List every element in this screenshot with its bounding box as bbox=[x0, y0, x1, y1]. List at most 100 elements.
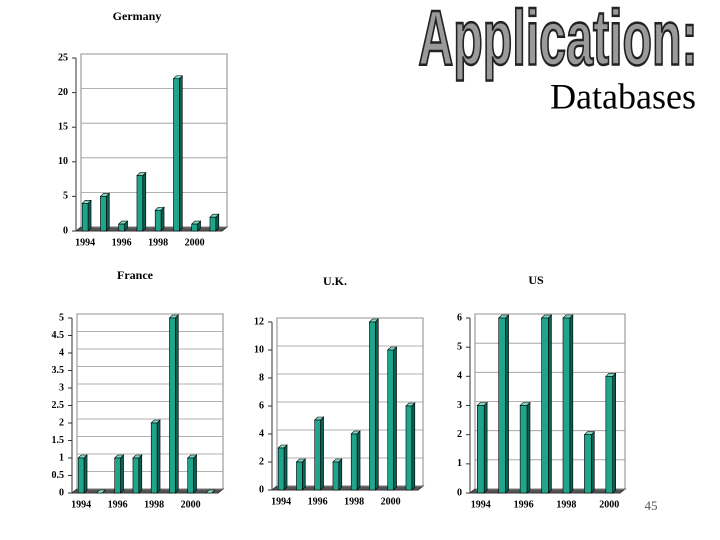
bar-top bbox=[95, 489, 107, 494]
bar-side bbox=[87, 199, 92, 232]
y-tick-label: 6 bbox=[457, 312, 462, 323]
bar bbox=[405, 405, 413, 491]
bar-side bbox=[505, 314, 509, 494]
x-tick-label: 1996 bbox=[308, 496, 328, 507]
bar-side bbox=[105, 192, 110, 232]
bar-side bbox=[138, 454, 143, 494]
bar-side bbox=[120, 454, 124, 494]
y-tick-label: 4 bbox=[259, 428, 264, 439]
bar-side bbox=[548, 314, 552, 494]
y-tick-label: 0.5 bbox=[52, 470, 65, 481]
bar-top bbox=[205, 489, 216, 494]
chart-title: France bbox=[117, 268, 154, 282]
bar bbox=[77, 457, 85, 494]
plot-floor bbox=[74, 226, 229, 232]
chart-title: US bbox=[528, 273, 544, 287]
bar-side bbox=[590, 430, 595, 494]
bar bbox=[132, 457, 140, 494]
bar bbox=[476, 405, 485, 494]
slide-subheading: Databases bbox=[550, 76, 696, 116]
bar bbox=[332, 461, 340, 491]
x-tick-label: 1998 bbox=[344, 496, 364, 507]
chart-title: Germany bbox=[113, 9, 162, 23]
bar-side bbox=[193, 454, 197, 494]
bar-side bbox=[283, 444, 288, 491]
y-tick-label: 1 bbox=[59, 452, 64, 463]
y-tick-label: 10 bbox=[254, 344, 264, 355]
y-tick-label: 1 bbox=[457, 458, 462, 469]
bar bbox=[296, 461, 303, 491]
bar bbox=[187, 457, 194, 494]
x-tick-label: 1994 bbox=[271, 496, 291, 507]
y-tick-label: 5 bbox=[63, 191, 68, 202]
bar bbox=[519, 405, 528, 494]
y-tick-label: 2 bbox=[59, 417, 64, 428]
bar bbox=[498, 317, 506, 494]
bar bbox=[605, 376, 614, 494]
bar bbox=[114, 457, 121, 494]
x-tick-label: 2000 bbox=[185, 237, 205, 248]
bar-side bbox=[411, 402, 416, 491]
bar-side bbox=[83, 454, 88, 494]
x-tick-label: 1994 bbox=[71, 499, 91, 510]
y-tick-label: 3 bbox=[59, 382, 64, 393]
bar bbox=[191, 223, 198, 232]
bar bbox=[154, 209, 162, 232]
y-tick-label: 12 bbox=[254, 316, 264, 327]
y-tick-label: 25 bbox=[58, 52, 68, 63]
chart-title: U.K. bbox=[323, 274, 347, 288]
y-tick-label: 10 bbox=[58, 156, 68, 167]
x-tick-label: 1994 bbox=[75, 237, 95, 248]
x-tick-label: 1998 bbox=[144, 499, 164, 510]
y-tick-label: 0 bbox=[457, 487, 462, 498]
bar bbox=[173, 78, 180, 232]
y-tick-label: 3.5 bbox=[52, 365, 65, 376]
bar-side bbox=[612, 372, 617, 494]
bar-side bbox=[142, 171, 147, 232]
bar bbox=[350, 433, 358, 491]
x-tick-label: 1994 bbox=[471, 499, 491, 510]
bar-side bbox=[374, 318, 379, 491]
bar bbox=[136, 175, 144, 232]
bar-side bbox=[160, 206, 165, 232]
y-tick-label: 1.5 bbox=[52, 435, 65, 446]
y-tick-label: 2.5 bbox=[52, 400, 65, 411]
y-tick-label: 0 bbox=[259, 484, 264, 495]
y-tick-label: 2 bbox=[259, 456, 264, 467]
bar-side bbox=[338, 458, 343, 491]
x-tick-label: 2000 bbox=[381, 496, 401, 507]
x-tick-label: 1996 bbox=[112, 237, 132, 248]
bar bbox=[209, 216, 217, 232]
bar-side bbox=[178, 75, 183, 232]
bar bbox=[562, 317, 571, 494]
bar bbox=[541, 317, 549, 494]
y-tick-label: 4 bbox=[457, 371, 462, 382]
x-tick-label: 1998 bbox=[148, 237, 168, 248]
page-number: 45 bbox=[645, 498, 658, 513]
y-tick-label: 0 bbox=[63, 225, 68, 236]
y-tick-label: 0 bbox=[59, 487, 64, 498]
bar bbox=[118, 223, 125, 232]
bar-side bbox=[301, 458, 306, 491]
slide-heading: Application: bbox=[418, 0, 697, 81]
bar-side bbox=[156, 419, 161, 494]
bar bbox=[100, 196, 107, 232]
y-tick-label: 4 bbox=[59, 347, 64, 358]
bar-side bbox=[174, 314, 179, 494]
bar bbox=[150, 422, 158, 494]
y-tick-label: 5 bbox=[457, 341, 462, 352]
bar bbox=[169, 317, 176, 494]
bar-side bbox=[526, 401, 531, 494]
plot-floor bbox=[70, 488, 225, 494]
bar bbox=[369, 321, 376, 491]
x-tick-label: 2000 bbox=[599, 499, 619, 510]
bar-side bbox=[483, 401, 488, 494]
x-tick-label: 1996 bbox=[108, 499, 128, 510]
y-tick-label: 15 bbox=[58, 121, 68, 132]
x-tick-label: 2000 bbox=[181, 499, 201, 510]
bar bbox=[584, 434, 592, 494]
bar-side bbox=[320, 416, 324, 491]
bar bbox=[387, 349, 394, 491]
bar-side bbox=[393, 346, 397, 491]
